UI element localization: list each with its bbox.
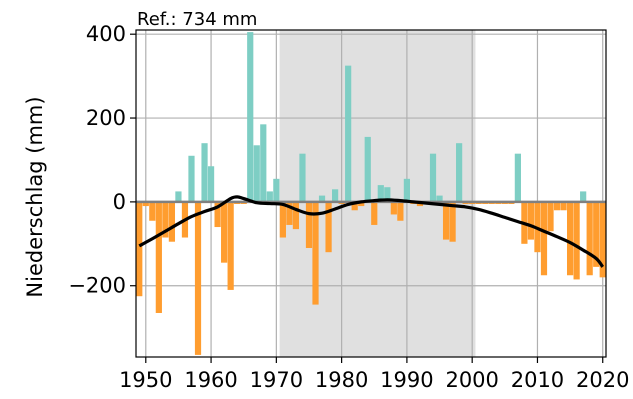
bar-1984 [364, 136, 371, 202]
bar-1978 [325, 201, 332, 253]
bar-1972 [286, 201, 293, 225]
bar-1970 [273, 178, 280, 202]
x-tick-label: 1960 [184, 368, 237, 392]
y-axis-ticks: 400 200 0 −200 [68, 22, 136, 298]
bar-1950 [142, 201, 149, 207]
y-axis-label: Niederschlag (mm) [23, 96, 47, 297]
bar-2017 [580, 191, 587, 202]
bar-1959 [201, 143, 208, 202]
bar-1977 [318, 195, 326, 202]
bar-2007 [514, 153, 521, 202]
bar-1990 [403, 178, 411, 202]
bar-1960 [207, 166, 215, 202]
bar-1975 [305, 201, 313, 248]
bar-1962 [221, 201, 228, 263]
plot-frame [135, 29, 607, 358]
reference-period-shade [279, 30, 476, 357]
bar-1953 [162, 201, 169, 238]
bar-1989 [397, 201, 404, 221]
bar-2019 [593, 201, 600, 267]
bar-1995 [436, 195, 443, 202]
bar-1969 [266, 191, 273, 202]
bar-2009 [527, 201, 535, 240]
bar-2015 [566, 201, 574, 276]
bar-1983 [358, 201, 365, 207]
bar-1981 [345, 65, 352, 202]
trend-line [138, 195, 605, 268]
bar-1987 [384, 187, 391, 202]
bar-1957 [188, 155, 195, 202]
bar-2018 [586, 201, 593, 276]
bar-1996 [442, 201, 450, 240]
y-tick-label: 0 [113, 190, 126, 214]
bar-2013 [553, 201, 561, 211]
y-tick-label: 200 [86, 106, 126, 130]
bar-2014 [560, 201, 567, 211]
bar-1982 [351, 201, 358, 211]
x-tick-label: 1980 [315, 368, 368, 392]
bar-1985 [371, 201, 378, 225]
bar-1973 [292, 201, 300, 230]
bar-1994 [429, 153, 437, 202]
x-tick-label: 1950 [119, 368, 172, 392]
bar-1988 [390, 201, 397, 215]
bar-1961 [214, 201, 221, 228]
bar-1955 [175, 191, 182, 202]
bar-2012 [547, 201, 554, 232]
bar-2020 [599, 201, 606, 278]
x-tick-label: 2000 [445, 368, 498, 392]
bar-2011 [540, 201, 548, 276]
x-tick-label: 1970 [250, 368, 303, 392]
bar-1963 [227, 201, 234, 290]
x-axis-ticks: 1950 1960 1970 1980 1990 2000 2010 2020 [119, 357, 629, 392]
bar-1967 [253, 145, 260, 202]
bar-1997 [449, 201, 456, 242]
x-tick-label: 2010 [511, 368, 564, 392]
bar-2016 [573, 201, 580, 280]
bar-1954 [168, 201, 176, 242]
bar-1951 [149, 201, 156, 221]
reference-annotation: Ref.: 734 mm [137, 9, 257, 30]
bar-1966 [247, 32, 254, 202]
x-tick-label: 2020 [576, 368, 629, 392]
bar-1986 [377, 185, 384, 202]
bar-1971 [279, 201, 286, 238]
bar-1979 [331, 189, 339, 202]
bar-1998 [456, 143, 463, 202]
bar-1952 [155, 201, 162, 313]
y-tick-label: 400 [86, 22, 126, 46]
y-tick-label: −200 [68, 274, 126, 298]
x-tick-label: 1990 [380, 368, 433, 392]
bar-1974 [299, 153, 306, 202]
bar-1976 [312, 201, 319, 305]
bars-group [136, 32, 606, 355]
bar-1958 [194, 201, 202, 355]
bar-1968 [260, 124, 267, 202]
bar-1949 [136, 201, 143, 297]
